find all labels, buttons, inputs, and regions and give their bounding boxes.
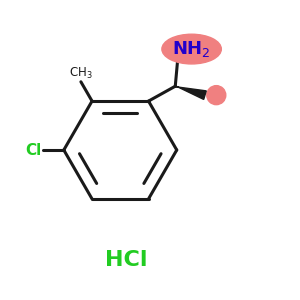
Polygon shape <box>175 86 206 99</box>
Ellipse shape <box>162 34 221 64</box>
Text: Cl: Cl <box>25 142 41 158</box>
Text: NH$_2$: NH$_2$ <box>172 39 211 59</box>
Text: CH$_3$: CH$_3$ <box>69 65 93 81</box>
Circle shape <box>207 85 226 105</box>
Text: HCl: HCl <box>105 250 148 270</box>
